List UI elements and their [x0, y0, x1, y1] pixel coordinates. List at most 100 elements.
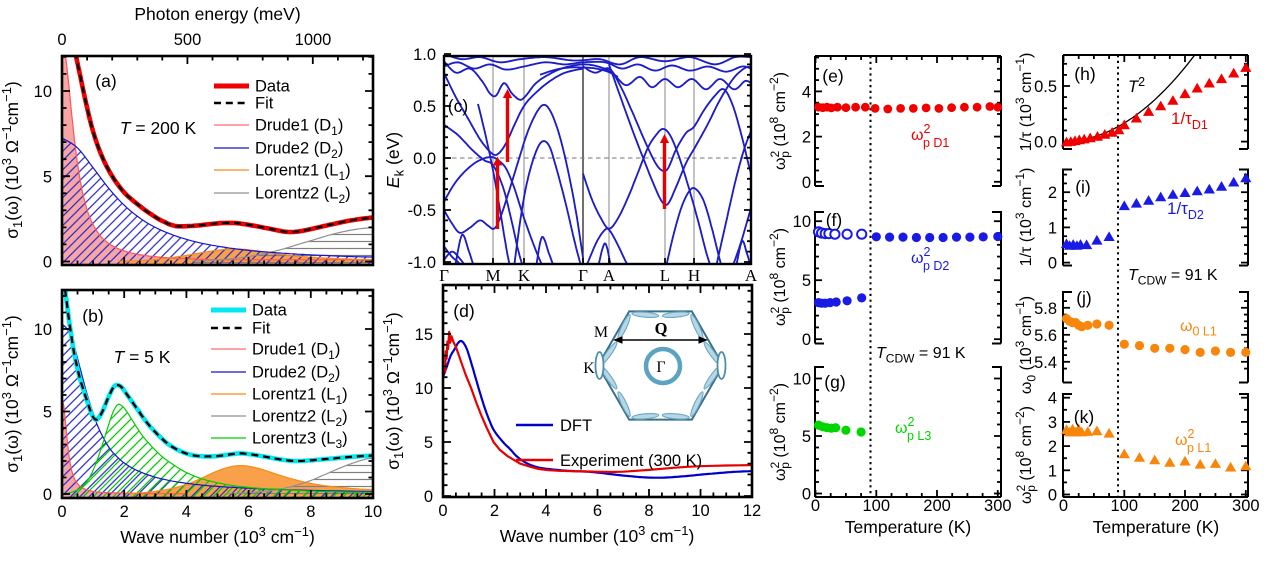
svg-text:(d): (d) — [453, 301, 474, 321]
svg-text:12: 12 — [743, 502, 761, 520]
svg-text:5: 5 — [43, 404, 52, 422]
svg-text:(k): (k) — [1074, 407, 1094, 427]
svg-text:5: 5 — [424, 434, 433, 452]
svg-text:A: A — [603, 266, 616, 285]
svg-text:Fit: Fit — [252, 320, 271, 338]
svg-text:A: A — [745, 266, 758, 285]
svg-text:Wave number (103 cm−1): Wave number (103 cm−1) — [500, 523, 695, 546]
svg-text:0: 0 — [57, 31, 66, 49]
svg-text:4: 4 — [1048, 390, 1057, 408]
svg-text:4: 4 — [802, 83, 811, 101]
svg-text:1/τ (103 cm−1): 1/τ (103 cm−1) — [1013, 168, 1035, 267]
svg-text:Experiment (300 K): Experiment (300 K) — [560, 452, 702, 470]
svg-text:Data: Data — [255, 78, 291, 96]
svg-text:5.6: 5.6 — [1034, 327, 1057, 345]
svg-text:200: 200 — [923, 497, 951, 515]
svg-text:0: 0 — [438, 502, 447, 520]
svg-text:2: 2 — [802, 129, 811, 147]
svg-text:Temperature (K): Temperature (K) — [1093, 517, 1219, 537]
svg-text:T = 200 K: T = 200 K — [120, 118, 197, 138]
svg-text:0: 0 — [57, 503, 66, 521]
svg-text:Γ: Γ — [578, 266, 588, 285]
svg-text:5.4: 5.4 — [1034, 354, 1057, 372]
svg-text:100: 100 — [863, 497, 891, 515]
svg-text:Drude2 (D2): Drude2 (D2) — [255, 140, 343, 162]
svg-text:L: L — [660, 266, 670, 285]
svg-text:T2: T2 — [1128, 75, 1145, 96]
svg-text:(f): (f) — [826, 210, 843, 230]
svg-text:6: 6 — [244, 503, 253, 521]
svg-text:Data: Data — [252, 302, 288, 320]
svg-text:0.0: 0.0 — [413, 150, 436, 168]
svg-text:0: 0 — [424, 488, 433, 506]
svg-text:Temperature (K): Temperature (K) — [845, 517, 971, 537]
svg-text:5: 5 — [802, 272, 811, 290]
svg-text:0: 0 — [43, 254, 52, 272]
svg-text:(b): (b) — [82, 306, 103, 326]
svg-text:Fit: Fit — [255, 95, 274, 113]
svg-text:0: 0 — [1048, 487, 1057, 505]
svg-text:DFT: DFT — [560, 417, 592, 435]
svg-text:0.5: 0.5 — [413, 98, 436, 116]
svg-text:Lorentz1 (L1): Lorentz1 (L1) — [252, 386, 348, 408]
svg-text:K: K — [583, 360, 595, 377]
svg-text:(h): (h) — [1074, 64, 1095, 84]
svg-text:Lorentz3 (L3): Lorentz3 (L3) — [252, 430, 348, 452]
svg-text:Γ: Γ — [656, 359, 665, 376]
svg-text:2: 2 — [120, 503, 129, 521]
svg-text:TCDW = 91 K: TCDW = 91 K — [1128, 267, 1218, 288]
svg-text:M: M — [485, 266, 500, 285]
svg-text:4: 4 — [541, 502, 550, 520]
svg-text:Q: Q — [655, 319, 668, 338]
svg-text:Lorentz2 (L2): Lorentz2 (L2) — [252, 408, 348, 430]
svg-text:10: 10 — [34, 321, 52, 339]
svg-text:Photon energy (meV): Photon energy (meV) — [134, 4, 300, 24]
svg-text:Lorentz2 (L2): Lorentz2 (L2) — [255, 185, 351, 207]
svg-text:10: 10 — [364, 503, 382, 521]
svg-text:(g): (g) — [824, 372, 845, 392]
svg-text:5: 5 — [802, 428, 811, 446]
svg-text:TCDW = 91 K: TCDW = 91 K — [876, 345, 966, 366]
svg-text:4: 4 — [182, 503, 191, 521]
svg-text:H: H — [688, 266, 700, 285]
svg-text:100: 100 — [1111, 497, 1139, 515]
svg-text:σ1(ω) (103 Ω−1cm−1): σ1(ω) (103 Ω−1cm−1) — [0, 81, 25, 239]
svg-text:0.0: 0.0 — [1034, 134, 1057, 152]
svg-text:ω2p D1: ω2 p D1 — [911, 122, 949, 150]
svg-text:3: 3 — [1048, 414, 1057, 432]
svg-text:0: 0 — [1048, 255, 1057, 273]
svg-text:0: 0 — [811, 497, 820, 515]
svg-text:Lorentz1 (L1): Lorentz1 (L1) — [255, 162, 351, 184]
svg-text:K: K — [518, 266, 531, 285]
svg-text:5: 5 — [43, 168, 52, 186]
svg-text:T = 5 K: T = 5 K — [114, 347, 171, 367]
svg-text:0: 0 — [802, 486, 811, 504]
svg-text:1: 1 — [1048, 462, 1057, 480]
svg-text:0.5: 0.5 — [1034, 78, 1057, 96]
svg-text:Drude2 (D2): Drude2 (D2) — [252, 364, 340, 386]
svg-text:0: 0 — [802, 331, 811, 349]
svg-text:10: 10 — [793, 371, 811, 389]
svg-text:-1.0: -1.0 — [408, 254, 436, 272]
svg-text:Ek (eV): Ek (eV) — [383, 132, 407, 188]
svg-text:Drude1 (D1): Drude1 (D1) — [255, 117, 343, 139]
svg-text:200: 200 — [1171, 497, 1199, 515]
svg-text:σ1(ω) (103 Ω−1cm−1): σ1(ω) (103 Ω−1cm−1) — [380, 312, 406, 470]
svg-text:5.8: 5.8 — [1034, 300, 1057, 318]
svg-text:0: 0 — [802, 174, 811, 192]
svg-text:2: 2 — [1048, 438, 1057, 456]
svg-text:500: 500 — [174, 31, 202, 49]
svg-text:Γ: Γ — [439, 266, 449, 285]
svg-text:2: 2 — [490, 502, 499, 520]
svg-text:6: 6 — [593, 502, 602, 520]
svg-text:Wave number (103 cm−1): Wave number (103 cm−1) — [120, 524, 315, 547]
svg-text:8: 8 — [644, 502, 653, 520]
svg-text:1: 1 — [1048, 219, 1057, 237]
svg-text:(i): (i) — [1075, 177, 1091, 197]
svg-text:-0.5: -0.5 — [408, 202, 436, 220]
svg-text:10: 10 — [691, 502, 709, 520]
svg-text:1000: 1000 — [295, 31, 332, 49]
svg-text:1/τ (103 cm−1): 1/τ (103 cm−1) — [1013, 53, 1035, 152]
svg-text:0: 0 — [43, 486, 52, 504]
svg-text:Drude1 (D1): Drude1 (D1) — [252, 341, 340, 363]
